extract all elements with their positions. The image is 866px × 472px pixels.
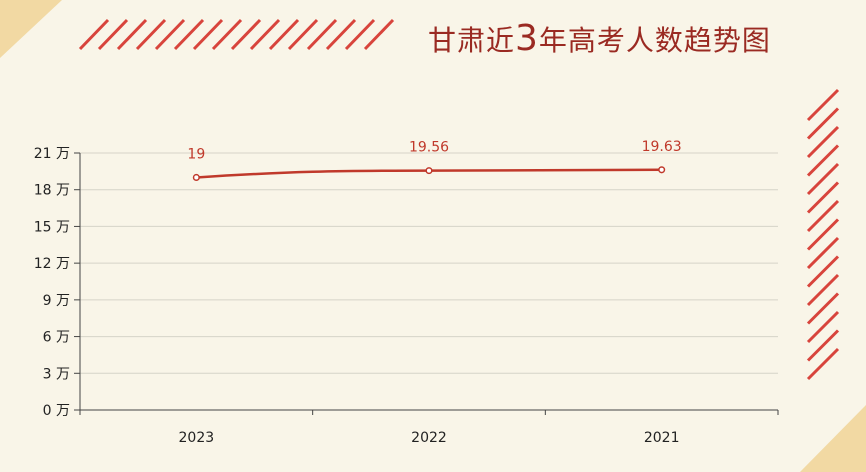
chart-title: 甘肃近3年高考人数趋势图 — [428, 18, 771, 59]
axes — [74, 152, 779, 415]
stripe-top — [344, 18, 376, 51]
stripe-top — [192, 18, 224, 51]
stripe-top — [154, 18, 186, 51]
stripe-right — [806, 273, 840, 307]
series-line — [196, 168, 662, 179]
title-part-2: 年高考人数趋势图 — [538, 24, 771, 57]
title-part-1: 甘肃近 — [428, 24, 516, 57]
y-tick-label: 12 万 — [34, 256, 70, 272]
stripe-top — [116, 18, 148, 51]
data-label: 19 — [187, 146, 205, 162]
y-axis-labels: 0 万 3 万 6 万 9 万 12 万 15 万 18 万 21 万 — [34, 146, 70, 419]
x-tick-label: 2023 — [179, 430, 215, 446]
stripe-top — [325, 18, 357, 51]
grid-lines — [80, 152, 778, 374]
y-tick-label: 3 万 — [43, 366, 70, 382]
stripe-top — [173, 18, 205, 51]
stripe-top — [268, 18, 300, 51]
stripe-top — [306, 18, 338, 51]
stripe-right — [806, 162, 840, 196]
stripe-right — [806, 125, 840, 159]
title-number: 3 — [515, 18, 539, 59]
stripe-right — [806, 181, 840, 214]
stripe-right — [806, 199, 840, 233]
stripe-right — [806, 292, 840, 325]
y-tick-label: 0 万 — [43, 403, 70, 419]
stripe-top — [363, 18, 395, 51]
data-point — [425, 167, 433, 175]
stripe-right — [806, 329, 840, 362]
stripe-top — [249, 18, 281, 51]
x-axis-labels: 2023 2022 2021 — [179, 430, 680, 446]
series-line-path — [196, 168, 662, 179]
data-point — [192, 173, 200, 182]
stripe-top — [78, 18, 110, 51]
y-tick-label: 6 万 — [43, 330, 70, 346]
x-tick-label: 2021 — [644, 430, 680, 446]
stripe-top — [135, 18, 167, 51]
data-labels: 19 19.56 19.63 — [187, 139, 681, 163]
stripe-top — [211, 18, 243, 51]
corner-decoration-top-left — [0, 0, 62, 58]
data-points — [192, 166, 666, 182]
y-tick-label: 9 万 — [43, 293, 70, 309]
stripe-right — [806, 144, 840, 177]
stripe-top — [287, 18, 319, 51]
stripe-right — [806, 88, 840, 122]
data-point — [658, 166, 666, 174]
stripe-right — [806, 347, 840, 381]
x-tick-label: 2022 — [411, 430, 447, 446]
stripe-top — [230, 18, 262, 51]
stripe-right — [806, 107, 840, 140]
y-tick-label: 18 万 — [34, 183, 70, 199]
stripe-right — [806, 255, 840, 288]
stripe-top — [97, 18, 129, 51]
data-label: 19.63 — [642, 139, 682, 155]
stripe-right — [806, 218, 840, 251]
y-tick-label: 21 万 — [34, 146, 70, 162]
y-tick-label: 15 万 — [34, 219, 70, 235]
stripe-right — [806, 310, 840, 344]
corner-decoration-bottom-right — [800, 405, 866, 472]
data-label: 19.56 — [409, 140, 449, 156]
stripe-right — [806, 236, 840, 270]
